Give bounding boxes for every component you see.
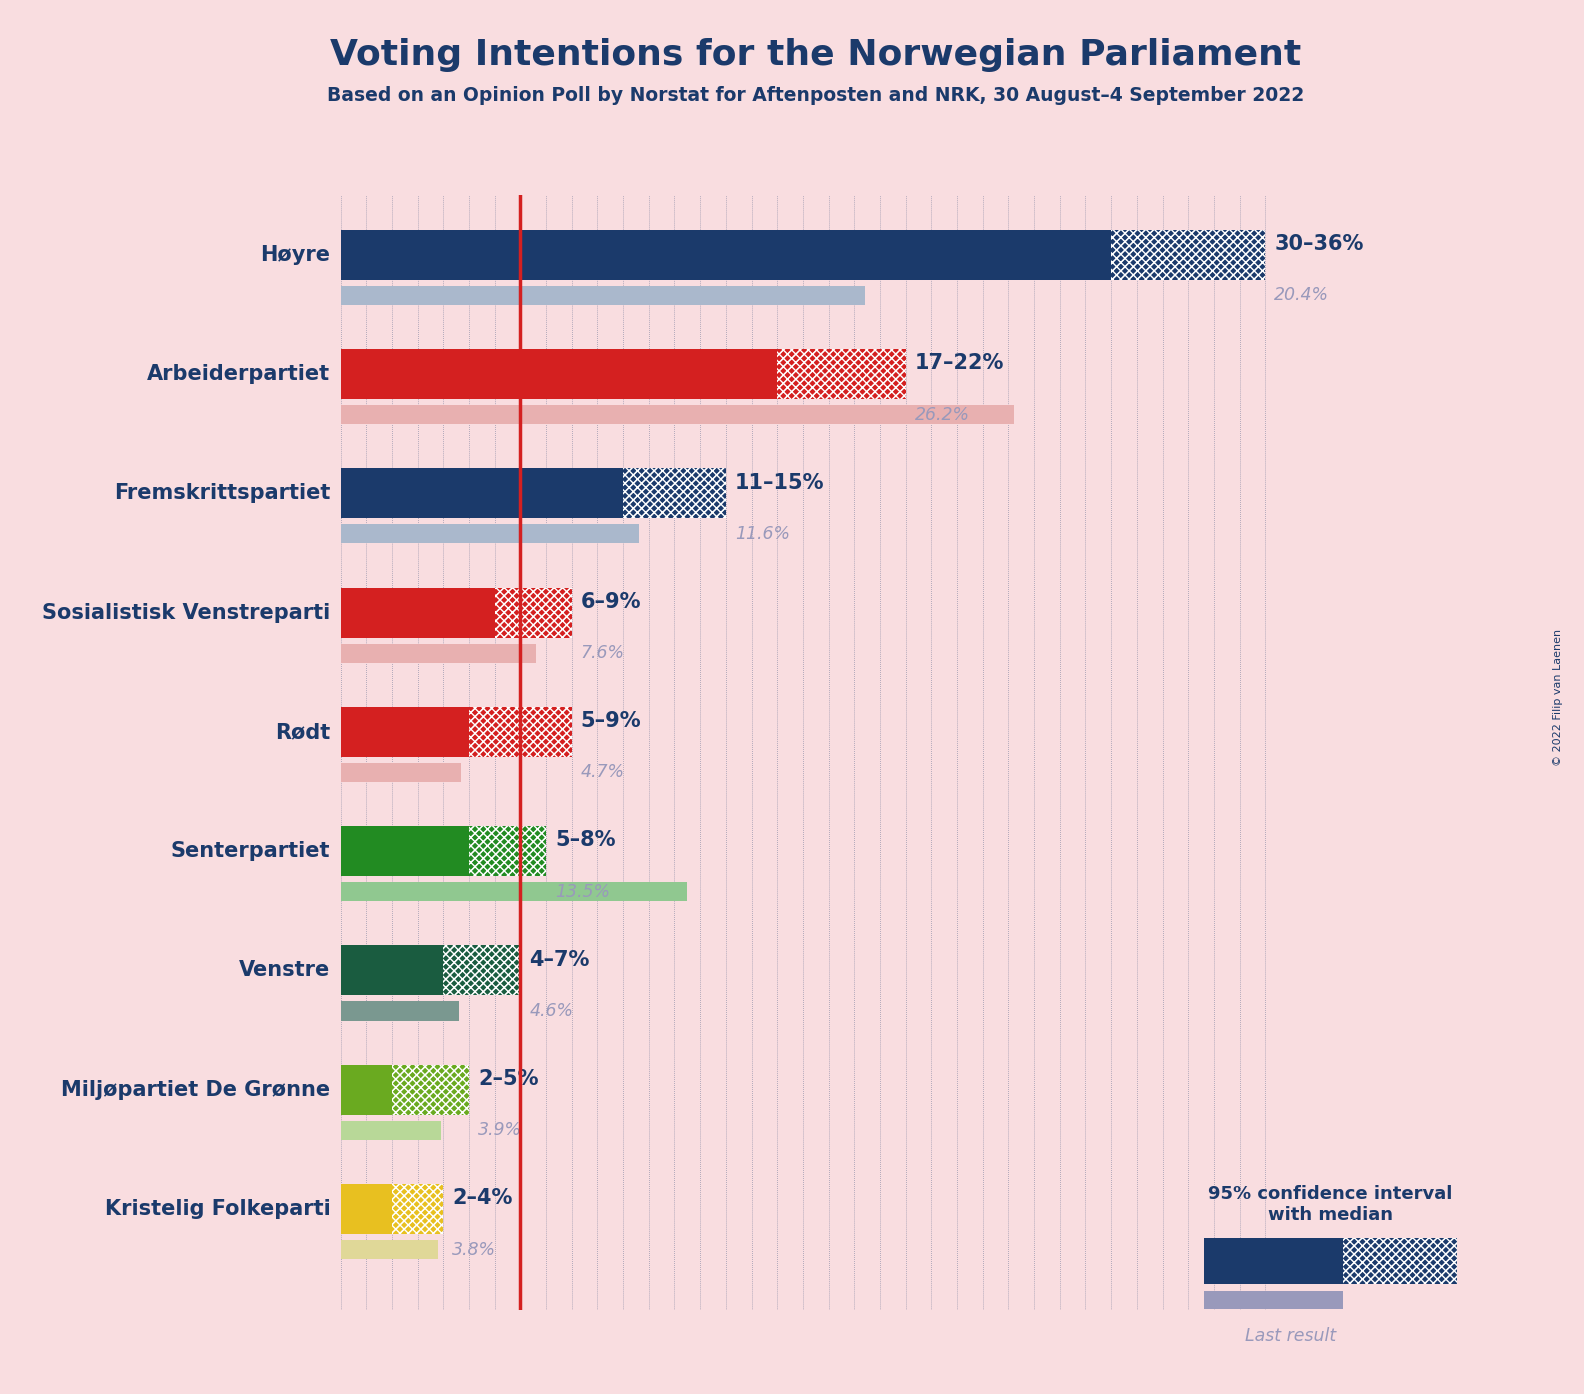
Text: 17–22%: 17–22% — [914, 353, 1004, 374]
Text: Last result: Last result — [1245, 1327, 1337, 1345]
Bar — [494, 587, 572, 637]
Bar — [469, 707, 572, 757]
Text: 20.4%: 20.4% — [1274, 286, 1329, 304]
Bar — [341, 230, 1110, 280]
Text: 95% confidence interval
with median: 95% confidence interval with median — [1209, 1185, 1453, 1224]
Text: 3.9%: 3.9% — [478, 1121, 523, 1139]
Text: Voting Intentions for the Norwegian Parliament: Voting Intentions for the Norwegian Parl… — [329, 38, 1302, 71]
Bar — [1110, 230, 1266, 280]
Text: 5–8%: 5–8% — [554, 831, 616, 850]
Text: Venstre: Venstre — [239, 960, 331, 980]
Bar — [494, 587, 572, 637]
Bar — [469, 707, 572, 757]
Bar — [391, 1065, 469, 1115]
Bar — [391, 1065, 469, 1115]
Text: Sosialistisk Venstreparti: Sosialistisk Venstreparti — [43, 602, 331, 623]
Text: 4.6%: 4.6% — [529, 1002, 573, 1020]
Bar — [444, 945, 521, 995]
Bar — [1343, 1238, 1457, 1284]
Bar — [778, 348, 906, 399]
Bar — [341, 1065, 391, 1115]
Bar — [1343, 1238, 1457, 1284]
Bar — [341, 524, 638, 544]
Text: 4.7%: 4.7% — [581, 764, 624, 782]
Text: 2–4%: 2–4% — [453, 1188, 513, 1209]
Bar — [623, 468, 725, 519]
Bar — [494, 587, 572, 637]
Bar — [444, 945, 521, 995]
Bar — [469, 827, 546, 877]
Bar — [341, 1241, 439, 1259]
Bar — [341, 1001, 459, 1020]
Bar — [1204, 1238, 1343, 1284]
Bar — [469, 827, 546, 877]
Bar — [1110, 230, 1266, 280]
Text: 7.6%: 7.6% — [581, 644, 624, 662]
Bar — [341, 882, 687, 902]
Bar — [341, 1121, 440, 1140]
Text: 5–9%: 5–9% — [581, 711, 642, 730]
Bar — [469, 827, 546, 877]
Text: Based on an Opinion Poll by Norstat for Aftenposten and NRK, 30 August–4 Septemb: Based on an Opinion Poll by Norstat for … — [328, 86, 1304, 106]
Text: Høyre: Høyre — [260, 245, 331, 265]
Bar — [341, 707, 469, 757]
Bar — [623, 468, 725, 519]
Text: 2–5%: 2–5% — [478, 1069, 539, 1089]
Text: 4–7%: 4–7% — [529, 949, 589, 970]
Text: 26.2%: 26.2% — [914, 406, 969, 424]
Text: Rødt: Rødt — [276, 722, 331, 742]
Bar — [341, 827, 469, 877]
Bar — [623, 468, 725, 519]
Bar — [444, 945, 521, 995]
Bar — [391, 1184, 444, 1234]
Bar — [341, 348, 778, 399]
Text: Senterpartiet: Senterpartiet — [171, 841, 331, 861]
Text: Fremskrittspartiet: Fremskrittspartiet — [114, 484, 331, 503]
Bar — [341, 468, 623, 519]
Text: 30–36%: 30–36% — [1274, 234, 1364, 254]
Bar — [1110, 230, 1266, 280]
Bar — [778, 348, 906, 399]
Bar — [391, 1065, 469, 1115]
Text: 11.6%: 11.6% — [735, 526, 790, 542]
Text: © 2022 Filip van Laenen: © 2022 Filip van Laenen — [1554, 629, 1563, 765]
Bar — [341, 644, 535, 662]
Bar — [341, 1184, 391, 1234]
Bar — [469, 707, 572, 757]
Text: 6–9%: 6–9% — [581, 592, 642, 612]
Bar — [1204, 1291, 1343, 1309]
Text: Kristelig Folkeparti: Kristelig Folkeparti — [105, 1199, 331, 1218]
Bar — [341, 587, 494, 637]
Bar — [341, 406, 1014, 424]
Text: Arbeiderpartiet: Arbeiderpartiet — [147, 364, 331, 385]
Text: 11–15%: 11–15% — [735, 473, 824, 492]
Text: Miljøpartiet De Grønne: Miljøpartiet De Grønne — [62, 1080, 331, 1100]
Bar — [391, 1184, 444, 1234]
Text: 3.8%: 3.8% — [453, 1241, 496, 1259]
Bar — [341, 945, 444, 995]
Bar — [778, 348, 906, 399]
Bar — [341, 286, 865, 305]
Bar — [341, 763, 461, 782]
Bar — [391, 1184, 444, 1234]
Text: 13.5%: 13.5% — [554, 882, 610, 901]
